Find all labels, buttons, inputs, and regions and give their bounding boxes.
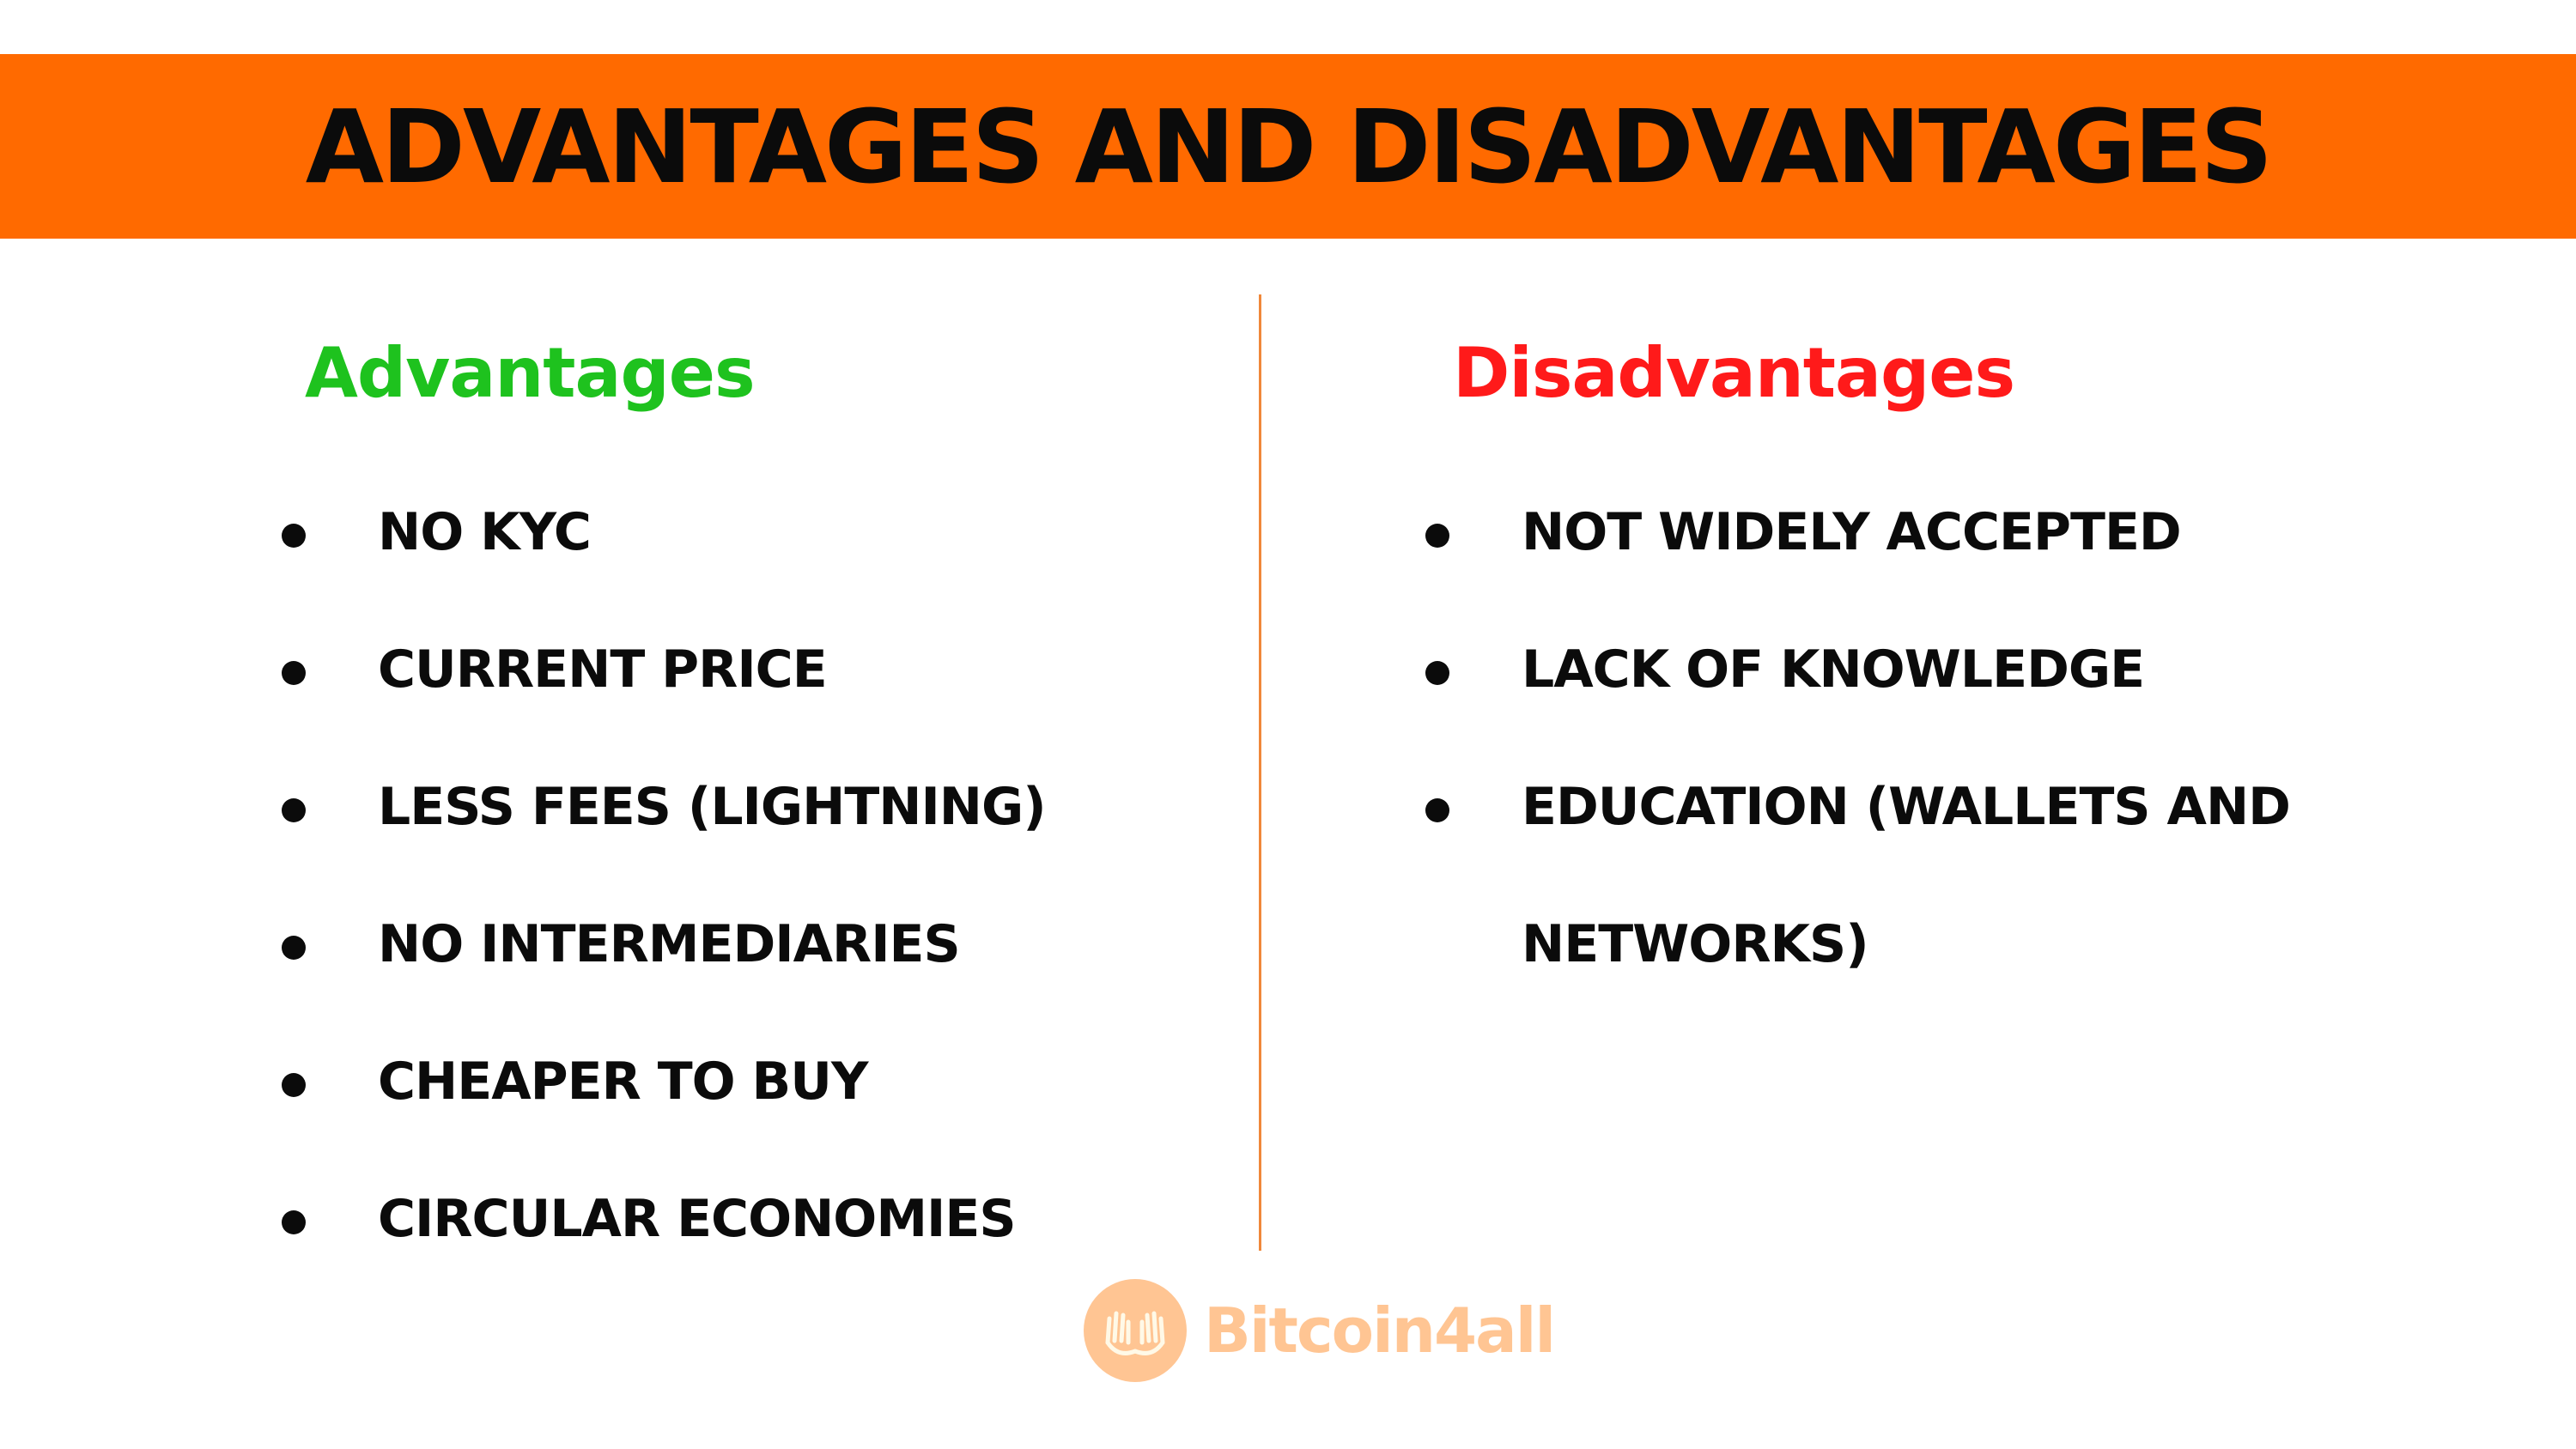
- bullet-icon: [282, 1073, 306, 1097]
- advantage-item: CIRCULAR ECONOMIES: [378, 1189, 1017, 1249]
- disadvantage-item-continuation: NETWORKS): [1522, 914, 1869, 974]
- advantages-heading: Advantages: [305, 333, 756, 413]
- disadvantages-list: NOT WIDELY ACCEPTED LACK OF KNOWLEDGE ED…: [1425, 498, 2456, 974]
- disadvantage-item: LACK OF KNOWLEDGE: [1522, 640, 2145, 700]
- list-item: NOT WIDELY ACCEPTED: [1425, 498, 2456, 635]
- bullet-icon: [282, 524, 306, 548]
- list-item: CURRENT PRICE: [282, 635, 1183, 773]
- advantage-item: NO KYC: [378, 502, 592, 562]
- disadvantage-item: NOT WIDELY ACCEPTED: [1522, 502, 2182, 562]
- list-item: CHEAPER TO BUY: [282, 1047, 1183, 1185]
- advantage-item: CHEAPER TO BUY: [378, 1052, 868, 1112]
- page-title: ADVANTAGES AND DISADVANTAGES: [305, 87, 2274, 206]
- title-banner: ADVANTAGES AND DISADVANTAGES: [0, 54, 2576, 239]
- hands-icon: [1084, 1279, 1187, 1382]
- advantages-list: NO KYC CURRENT PRICE LESS FEES (LIGHTNIN…: [282, 498, 1183, 1322]
- advantage-item: LESS FEES (LIGHTNING): [378, 777, 1047, 837]
- bullet-icon: [282, 1210, 306, 1234]
- bullet-icon: [1425, 798, 1449, 822]
- logo-circle: [1084, 1279, 1187, 1382]
- advantage-item: CURRENT PRICE: [378, 640, 828, 700]
- bullet-icon: [282, 661, 306, 685]
- list-item: EDUCATION (WALLETS AND NETWORKS): [1425, 773, 2456, 974]
- bullet-icon: [282, 936, 306, 960]
- disadvantages-heading: Disadvantages: [1453, 333, 2015, 413]
- advantage-item: NO INTERMEDIARIES: [378, 914, 961, 974]
- list-item: NO KYC: [282, 498, 1183, 635]
- list-item: CIRCULAR ECONOMIES: [282, 1185, 1183, 1322]
- list-item: LACK OF KNOWLEDGE: [1425, 635, 2456, 773]
- brand-watermark: Bitcoin4all: [1084, 1279, 1556, 1382]
- bullet-icon: [1425, 661, 1449, 685]
- list-item: NO INTERMEDIARIES: [282, 910, 1183, 1047]
- bullet-icon: [282, 798, 306, 822]
- column-divider: [1259, 294, 1261, 1251]
- disadvantage-item: EDUCATION (WALLETS AND: [1522, 777, 2291, 837]
- list-item: LESS FEES (LIGHTNING): [282, 773, 1183, 910]
- brand-name: Bitcoin4all: [1204, 1294, 1556, 1367]
- bullet-icon: [1425, 524, 1449, 548]
